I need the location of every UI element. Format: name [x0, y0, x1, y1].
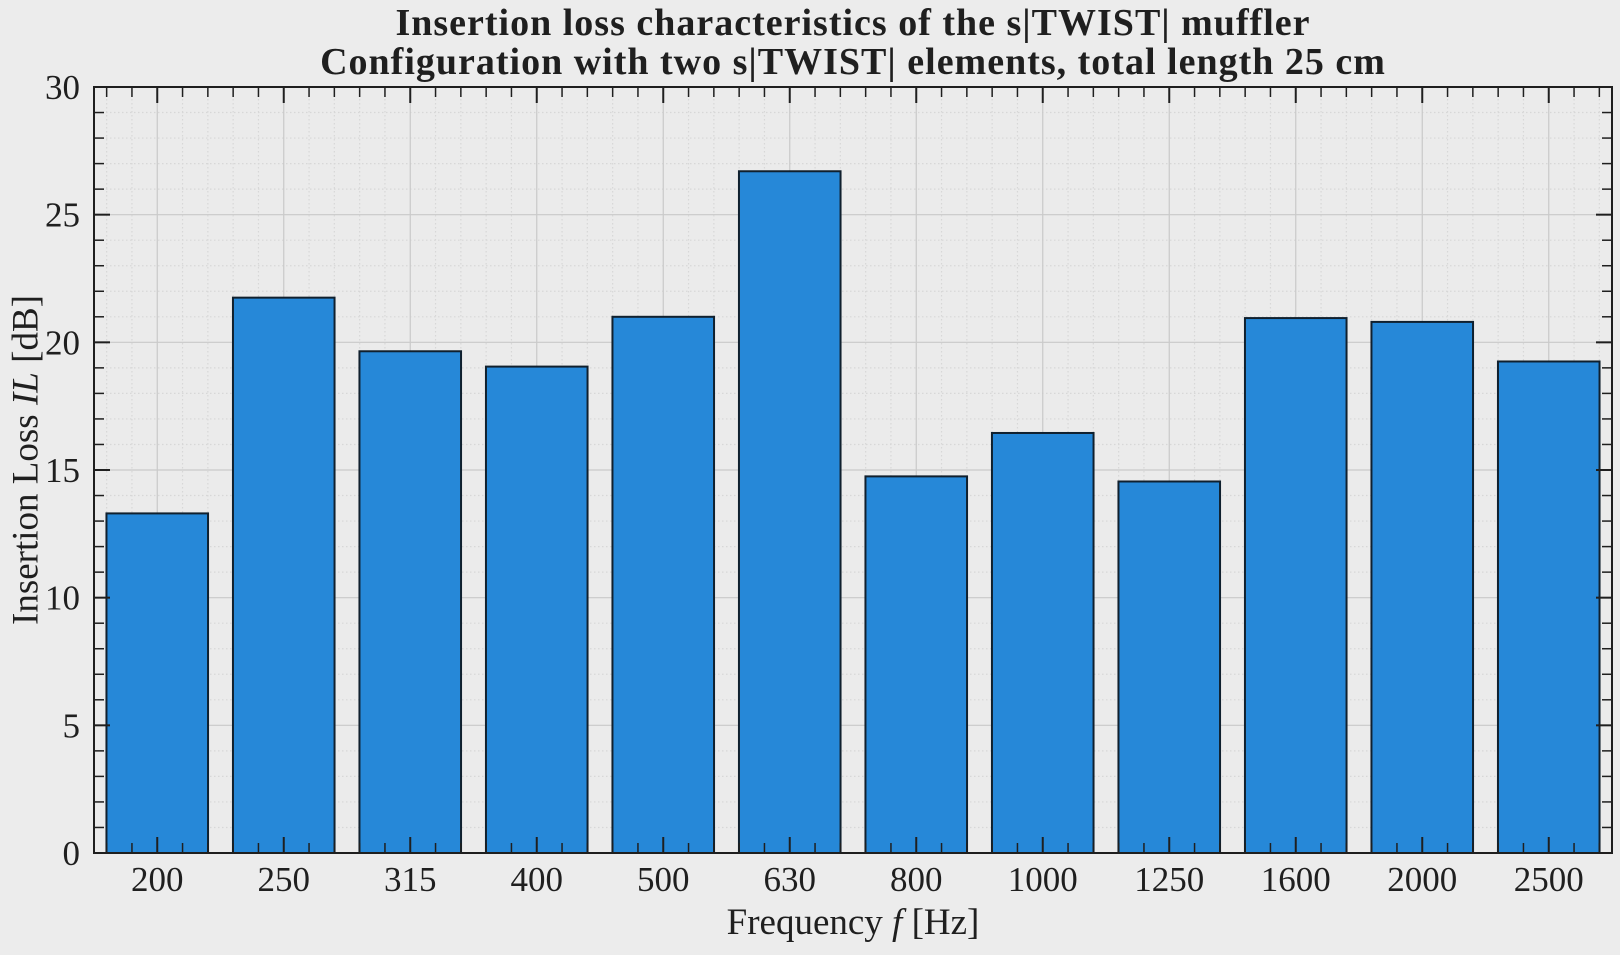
- x-tick-label: 315: [384, 860, 437, 899]
- y-tick-label: 15: [45, 451, 80, 490]
- x-tick-label: 1250: [1134, 860, 1204, 899]
- y-tick-label: 20: [45, 323, 80, 362]
- chart-title-line1: Insertion loss characteristics of the s|…: [395, 2, 1311, 44]
- bar: [105, 512, 210, 854]
- x-tick-label: 800: [890, 860, 943, 899]
- chart-title-line2: Configuration with two s|TWIST| elements…: [320, 41, 1386, 83]
- bar: [358, 350, 463, 854]
- x-tick-label: 250: [258, 860, 311, 899]
- bar: [1243, 317, 1348, 854]
- x-tick-label: 630: [764, 860, 817, 899]
- x-axis-label-unit: [Hz]: [902, 902, 980, 943]
- bar: [611, 315, 716, 854]
- y-tick-label: 5: [63, 706, 81, 745]
- x-tick-label: 2500: [1514, 860, 1584, 899]
- bar: [1496, 360, 1601, 854]
- y-axis-label-text: Insertion Loss: [5, 405, 47, 625]
- y-axis-label: Insertion Loss IL [dB]: [5, 295, 48, 625]
- bar: [484, 365, 589, 854]
- bar: [1117, 480, 1222, 854]
- x-tick-label: 2000: [1387, 860, 1457, 899]
- x-tick-label: 500: [637, 860, 690, 899]
- axis-box: [93, 86, 1613, 854]
- bar: [1370, 320, 1475, 854]
- bar: [231, 296, 336, 854]
- bar: [990, 431, 1095, 854]
- x-tick-label: 400: [511, 860, 564, 899]
- y-tick-label: 10: [45, 579, 80, 618]
- y-axis-label-unit: [dB]: [5, 295, 47, 373]
- x-axis-label-symbol: f: [892, 902, 903, 943]
- bar: [864, 475, 969, 854]
- x-tick-label: 1000: [1008, 860, 1078, 899]
- x-tick-label: 200: [131, 860, 184, 899]
- y-tick-label: 0: [63, 834, 81, 873]
- y-axis-label-symbol: IL: [5, 372, 47, 406]
- chart-title: Insertion loss characteristics of the s|…: [94, 4, 1612, 82]
- bar: [737, 170, 842, 854]
- y-tick-label: 30: [45, 68, 80, 107]
- y-tick-label: 25: [45, 196, 80, 235]
- x-axis-label: Frequency f [Hz]: [94, 901, 1612, 944]
- x-tick-label: 1600: [1261, 860, 1331, 899]
- x-axis-label-text: Frequency: [726, 902, 893, 943]
